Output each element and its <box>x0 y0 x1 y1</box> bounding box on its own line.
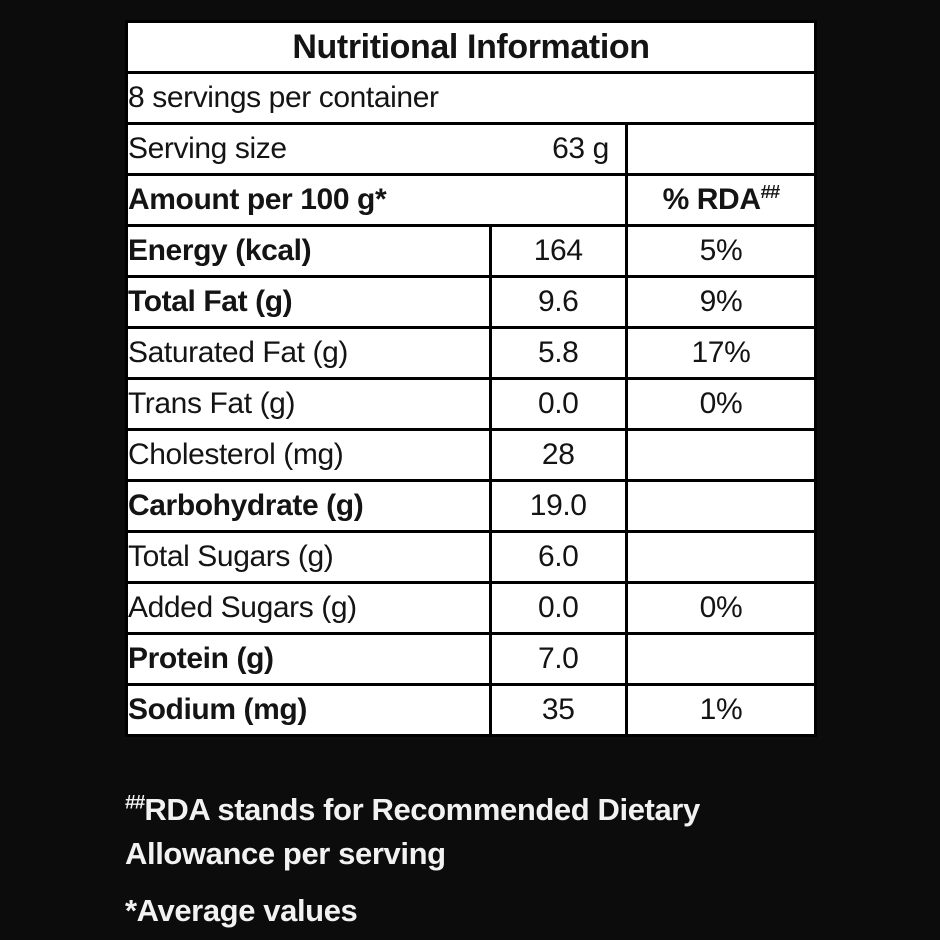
servings-per-container: 8 servings per container <box>125 71 817 125</box>
nutrient-value-cell: 164 <box>488 224 628 278</box>
rda-footnote-text: RDA stands for Recommended Dietary Allow… <box>125 792 700 872</box>
table-row: Trans Fat (g) 0.0 0% <box>125 377 818 431</box>
nutrient-value-cell: 0.0 <box>488 377 628 431</box>
table-row: Sodium (mg) 35 1% <box>125 683 818 737</box>
nutrient-value-cell: 7.0 <box>488 632 628 686</box>
nutrient-label-cell: Protein (g) <box>125 632 492 686</box>
nutrient-rda-cell: 1% <box>624 683 818 737</box>
nutrient-label-cell: Sodium (mg) <box>125 683 492 737</box>
rda-footnote: ##RDA stands for Recommended Dietary All… <box>125 788 773 876</box>
nutrient-value-cell: 9.6 <box>488 275 628 329</box>
nutrient-rda-cell: 17% <box>624 326 818 380</box>
table-row: Added Sugars (g) 0.0 0% <box>125 581 818 635</box>
table-row: Total Sugars (g) 6.0 <box>125 530 818 584</box>
nutrient-value-cell: 19.0 <box>488 479 628 533</box>
nutrient-value-cell: 28 <box>488 428 628 482</box>
nutrient-label-cell: Energy (kcal) <box>125 224 492 278</box>
serving-size-cell: Serving size 63 g <box>125 122 628 176</box>
nutrient-value-cell: 6.0 <box>488 530 628 584</box>
nutrient-rda-cell <box>624 428 818 482</box>
nutrient-rda-cell: 9% <box>624 275 818 329</box>
nutrient-rows: Energy (kcal) 164 5% Total Fat (g) 9.6 9… <box>125 224 818 737</box>
nutrient-rda-cell: 0% <box>624 377 818 431</box>
footnotes: ##RDA stands for Recommended Dietary All… <box>125 788 773 933</box>
table-row: Protein (g) 7.0 <box>125 632 818 686</box>
table-row: Cholesterol (mg) 28 <box>125 428 818 482</box>
nutrient-label-cell: Added Sugars (g) <box>125 581 492 635</box>
rda-footnote-superscript: ## <box>125 792 145 814</box>
rda-header-cell: % RDA## <box>624 173 818 227</box>
column-header-row: Amount per 100 g* % RDA## <box>125 173 818 227</box>
nutrient-value-cell: 0.0 <box>488 581 628 635</box>
table-row: Carbohydrate (g) 19.0 <box>125 479 818 533</box>
nutrient-value-cell: 5.8 <box>488 326 628 380</box>
nutrient-label-cell: Saturated Fat (g) <box>125 326 492 380</box>
title-row: Nutritional Information <box>125 20 817 74</box>
amount-per-header: Amount per 100 g* <box>125 173 628 227</box>
nutrient-label-cell: Cholesterol (mg) <box>125 428 492 482</box>
serving-size-label: Serving size <box>128 132 287 165</box>
nutrition-table: Nutritional Information 8 servings per c… <box>125 20 818 737</box>
nutrient-label-cell: Total Sugars (g) <box>125 530 492 584</box>
table-row: Total Fat (g) 9.6 9% <box>125 275 818 329</box>
nutrition-facts-panel: Nutritional Information 8 servings per c… <box>125 20 818 737</box>
servings-row: 8 servings per container <box>125 71 817 125</box>
nutrient-label-cell: Carbohydrate (g) <box>125 479 492 533</box>
nutrient-rda-cell: 5% <box>624 224 818 278</box>
rda-header-text: % RDA <box>662 183 761 216</box>
serving-size-value: 63 g <box>552 132 609 165</box>
nutrient-value-cell: 35 <box>488 683 628 737</box>
average-values-footnote: *Average values <box>125 893 358 929</box>
rda-header-superscript: ## <box>760 181 781 202</box>
serving-size-rda-empty-cell <box>624 122 818 176</box>
nutrient-label-cell: Total Fat (g) <box>125 275 492 329</box>
serving-size-row: Serving size 63 g <box>125 122 818 176</box>
nutrient-rda-cell <box>624 632 818 686</box>
table-row: Saturated Fat (g) 5.8 17% <box>125 326 818 380</box>
table-title: Nutritional Information <box>125 20 817 74</box>
nutrient-label-cell: Trans Fat (g) <box>125 377 492 431</box>
nutrient-rda-cell: 0% <box>624 581 818 635</box>
nutrient-rda-cell <box>624 530 818 584</box>
nutrient-rda-cell <box>624 479 818 533</box>
table-row: Energy (kcal) 164 5% <box>125 224 818 278</box>
